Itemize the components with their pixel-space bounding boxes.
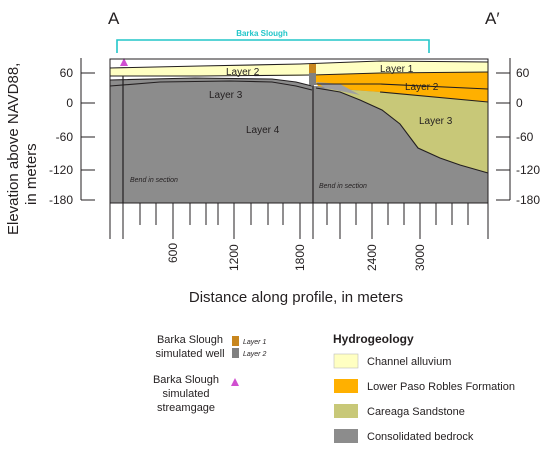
barka-slough-label: Barka Slough bbox=[236, 29, 288, 38]
paso-robles-unit bbox=[312, 72, 488, 102]
label-left-layer2: Layer 2 bbox=[226, 67, 260, 78]
careaga-sandstone-unit bbox=[324, 88, 488, 173]
legend-label: Channel alluvium bbox=[367, 356, 451, 368]
right-y-tick-labels: 60 0 -60 -120 -180 bbox=[516, 66, 540, 207]
label-right-layer2: Layer 2 bbox=[405, 82, 439, 93]
left-y-tick: 0 bbox=[66, 96, 73, 110]
gage-legend-line2: simulated bbox=[162, 388, 209, 400]
layer-boundaries bbox=[109, 60, 489, 174]
bend-label-left: Bend in section bbox=[130, 177, 178, 184]
legend-swatch-bedrock bbox=[334, 429, 358, 443]
well-legend: Barka Slough simulated well bbox=[155, 334, 224, 360]
section-well-layer1 bbox=[309, 64, 316, 73]
legend-streamgage-icon bbox=[231, 378, 239, 386]
legend-well-layer2-swatch bbox=[232, 348, 239, 358]
legend-well-layer1-swatch bbox=[232, 336, 239, 346]
left-y-tick: 60 bbox=[60, 66, 74, 80]
x-tick: 2400 bbox=[365, 244, 379, 271]
x-tick-labels: 600 1200 1800 2400 3000 bbox=[166, 243, 427, 271]
right-y-tick: -60 bbox=[516, 130, 534, 144]
legend-swatch-channel-alluvium bbox=[333, 353, 359, 369]
label-left-layer4: Layer 4 bbox=[246, 125, 280, 136]
y-axis-title-line1: Elevation above NAVD88, bbox=[5, 63, 22, 235]
gage-legend-line3: streamgage bbox=[157, 402, 215, 414]
x-tick: 1800 bbox=[293, 244, 307, 271]
streamgage-marker bbox=[120, 58, 128, 66]
left-y-axis bbox=[80, 58, 95, 201]
x-tick: 3000 bbox=[413, 244, 427, 271]
channel-alluvium-unit bbox=[110, 61, 488, 76]
left-y-tick: -180 bbox=[49, 193, 73, 207]
legend-label: Consolidated bedrock bbox=[367, 431, 474, 443]
bend-label-right: Bend in section bbox=[319, 183, 367, 190]
legend-well-layer1-label: Layer 1 bbox=[243, 339, 266, 346]
right-y-tick: 0 bbox=[516, 96, 523, 110]
right-y-tick: 60 bbox=[516, 66, 530, 80]
x-axis-title: Distance along profile, in meters bbox=[189, 289, 403, 306]
y-axis-title-line2: in meters bbox=[23, 143, 40, 205]
right-y-tick: -120 bbox=[516, 163, 540, 177]
section-well-layer2 bbox=[309, 73, 316, 85]
gage-legend: Barka Slough simulated streamgage bbox=[153, 374, 219, 414]
left-y-tick-labels: 60 0 -60 -120 -180 bbox=[49, 66, 73, 207]
hydrogeology-legend-items: Channel alluvium Lower Paso Robles Forma… bbox=[333, 353, 515, 443]
legend-label: Lower Paso Robles Formation bbox=[367, 381, 515, 393]
legend-swatch-careaga bbox=[334, 404, 358, 418]
legend-swatch-paso-robles bbox=[334, 379, 358, 393]
left-y-tick: -60 bbox=[56, 130, 74, 144]
legend-well-layer2-label: Layer 2 bbox=[243, 351, 266, 358]
hydrogeology-legend-title: Hydrogeology bbox=[333, 332, 414, 346]
x-axis bbox=[109, 202, 489, 239]
transition-wedge bbox=[316, 82, 360, 95]
x-tick: 600 bbox=[166, 243, 180, 263]
well-legend-line2: simulated well bbox=[155, 348, 224, 360]
label-left-layer3: Layer 3 bbox=[209, 90, 243, 101]
legend-label: Careaga Sandstone bbox=[367, 406, 465, 418]
section-end-label-a: A bbox=[108, 9, 120, 28]
right-y-tick: -180 bbox=[516, 193, 540, 207]
label-right-layer3: Layer 3 bbox=[419, 116, 453, 127]
left-y-tick: -120 bbox=[49, 163, 73, 177]
gage-legend-line1: Barka Slough bbox=[153, 374, 219, 386]
label-right-layer1: Layer 1 bbox=[380, 64, 414, 75]
right-y-axis bbox=[496, 58, 511, 201]
x-tick: 1200 bbox=[227, 244, 241, 271]
well-legend-line1: Barka Slough bbox=[157, 334, 223, 346]
barka-slough-bracket bbox=[116, 39, 430, 53]
section-end-label-a-prime: A′ bbox=[485, 9, 500, 28]
